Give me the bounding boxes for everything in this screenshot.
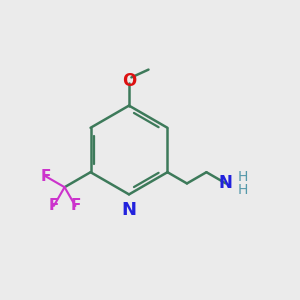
Text: H: H [237,169,248,184]
Text: O: O [122,72,136,90]
Text: F: F [70,198,81,213]
Text: F: F [49,198,59,213]
Text: N: N [219,175,233,193]
Text: N: N [122,201,136,219]
Text: H: H [237,183,248,197]
Text: F: F [41,169,51,184]
